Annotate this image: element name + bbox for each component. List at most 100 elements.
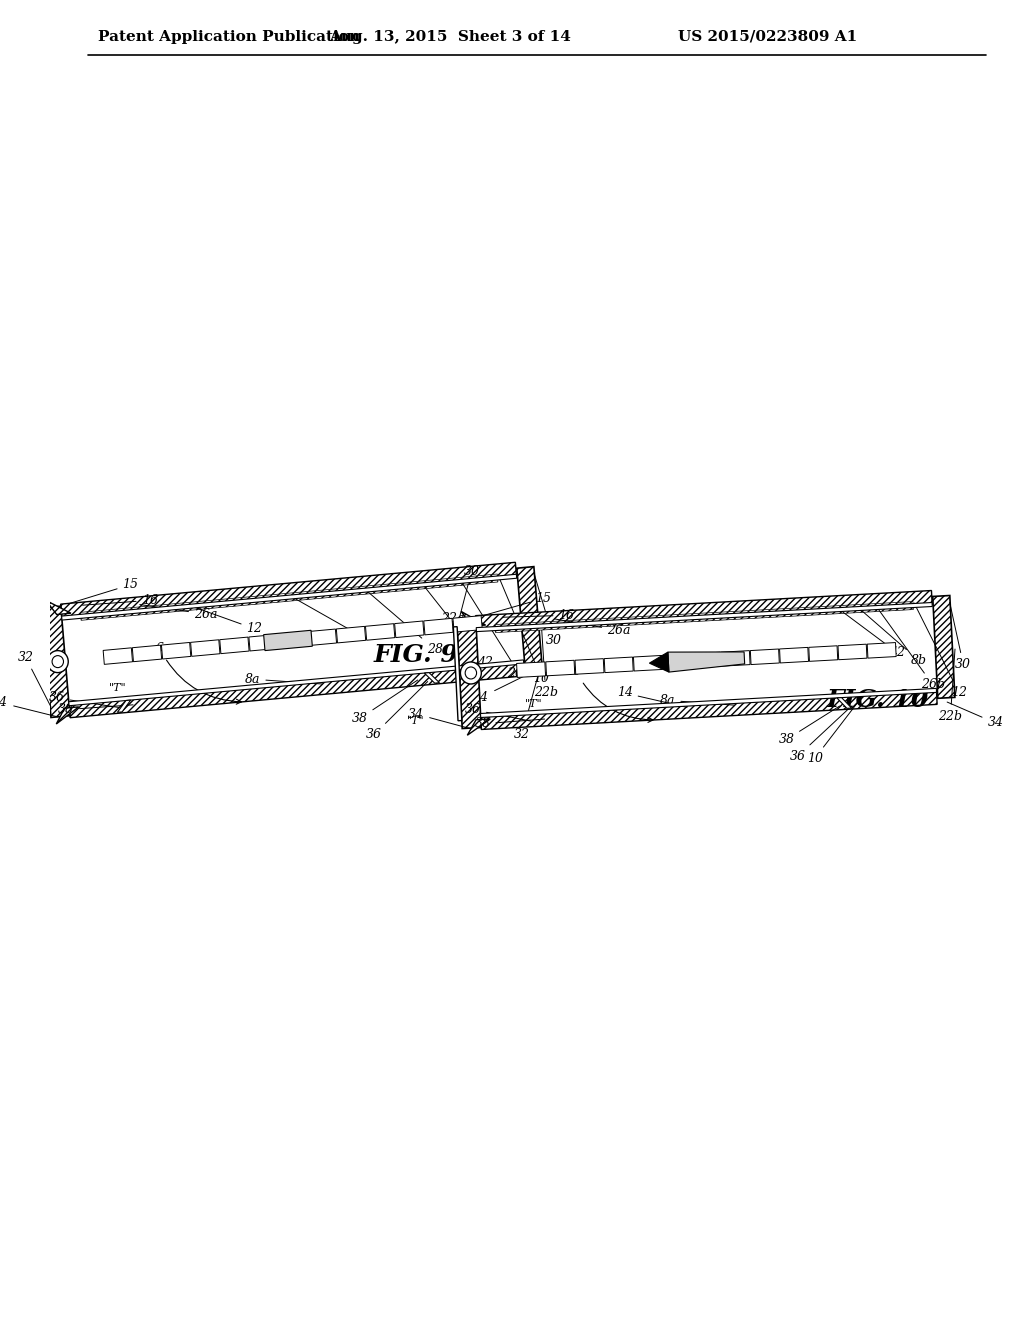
Text: 32: 32 xyxy=(17,651,51,706)
Text: FIG. 9: FIG. 9 xyxy=(374,643,459,667)
Polygon shape xyxy=(220,638,249,653)
Polygon shape xyxy=(103,648,132,664)
Text: 22b: 22b xyxy=(938,649,963,723)
Text: "T": "T" xyxy=(408,715,425,726)
Text: 12: 12 xyxy=(914,603,967,700)
Circle shape xyxy=(52,656,63,668)
Polygon shape xyxy=(39,616,50,710)
Polygon shape xyxy=(249,635,279,651)
Polygon shape xyxy=(476,602,932,631)
Polygon shape xyxy=(454,627,462,721)
Polygon shape xyxy=(649,652,669,672)
Polygon shape xyxy=(634,656,663,671)
Polygon shape xyxy=(263,630,312,651)
Text: 32: 32 xyxy=(514,667,541,741)
Polygon shape xyxy=(46,601,71,615)
Polygon shape xyxy=(751,649,779,664)
Text: 30: 30 xyxy=(458,565,479,624)
Text: 8a: 8a xyxy=(245,673,323,685)
Polygon shape xyxy=(809,645,838,661)
Text: US 2015/0223809 A1: US 2015/0223809 A1 xyxy=(678,30,857,44)
Text: 22b: 22b xyxy=(534,620,558,698)
Text: 38: 38 xyxy=(58,704,133,717)
Text: 38: 38 xyxy=(474,717,545,730)
Polygon shape xyxy=(394,620,424,638)
Text: 34: 34 xyxy=(0,696,57,717)
Text: Patent Application Publication: Patent Application Publication xyxy=(97,30,359,44)
Text: 36: 36 xyxy=(790,708,850,763)
Text: 26b: 26b xyxy=(877,607,945,692)
Polygon shape xyxy=(480,689,937,718)
Polygon shape xyxy=(307,630,337,645)
Text: 30: 30 xyxy=(535,573,562,647)
Polygon shape xyxy=(190,640,220,656)
Polygon shape xyxy=(118,700,131,713)
Polygon shape xyxy=(480,690,937,730)
Polygon shape xyxy=(457,618,481,729)
Text: 10: 10 xyxy=(807,701,859,766)
Text: 6: 6 xyxy=(156,642,242,704)
Text: 16: 16 xyxy=(503,609,574,622)
Text: 10: 10 xyxy=(499,576,549,685)
Text: 36: 36 xyxy=(465,704,530,721)
Polygon shape xyxy=(475,590,932,630)
Polygon shape xyxy=(61,574,517,620)
Text: Aug. 13, 2015  Sheet 3 of 14: Aug. 13, 2015 Sheet 3 of 14 xyxy=(329,30,570,44)
Text: 30: 30 xyxy=(949,602,972,671)
Circle shape xyxy=(461,661,481,684)
Polygon shape xyxy=(604,657,633,673)
Polygon shape xyxy=(424,673,439,684)
Text: 6: 6 xyxy=(572,665,653,722)
Text: 12: 12 xyxy=(187,605,262,635)
Polygon shape xyxy=(453,615,482,632)
Text: 38: 38 xyxy=(351,680,418,725)
Polygon shape xyxy=(162,643,190,659)
Polygon shape xyxy=(424,618,454,635)
Text: 42: 42 xyxy=(423,585,493,669)
Text: 34: 34 xyxy=(473,673,529,704)
Polygon shape xyxy=(575,659,604,675)
Polygon shape xyxy=(336,627,366,643)
Polygon shape xyxy=(867,643,896,659)
Polygon shape xyxy=(69,661,525,718)
Polygon shape xyxy=(81,574,498,620)
Polygon shape xyxy=(837,697,852,709)
Polygon shape xyxy=(838,644,867,660)
Polygon shape xyxy=(42,606,70,718)
Text: "T": "T" xyxy=(109,682,127,693)
Text: 15: 15 xyxy=(483,591,552,615)
Text: 22a: 22a xyxy=(441,612,465,671)
Text: 8a: 8a xyxy=(659,694,734,708)
Polygon shape xyxy=(496,602,913,632)
Text: "T": "T" xyxy=(525,700,543,709)
Circle shape xyxy=(465,667,476,678)
Text: 26a: 26a xyxy=(139,605,217,620)
Polygon shape xyxy=(663,653,691,669)
Text: 28: 28 xyxy=(367,591,442,656)
Polygon shape xyxy=(933,595,954,698)
Polygon shape xyxy=(517,566,543,669)
Text: 8b: 8b xyxy=(858,607,927,667)
Polygon shape xyxy=(516,661,546,677)
Polygon shape xyxy=(56,708,79,723)
Text: 36: 36 xyxy=(367,681,428,741)
Polygon shape xyxy=(546,660,574,676)
Polygon shape xyxy=(721,651,751,667)
Text: 26b: 26b xyxy=(461,581,531,680)
Text: 2: 2 xyxy=(292,597,364,642)
Polygon shape xyxy=(279,632,307,648)
Text: 15: 15 xyxy=(69,578,138,603)
Polygon shape xyxy=(779,647,809,663)
Polygon shape xyxy=(467,719,490,735)
Text: 36: 36 xyxy=(49,692,119,708)
Text: 16: 16 xyxy=(83,594,158,607)
Circle shape xyxy=(47,651,69,673)
Polygon shape xyxy=(461,611,485,626)
Polygon shape xyxy=(692,652,721,668)
Text: 42: 42 xyxy=(840,610,905,659)
Text: 34: 34 xyxy=(409,708,469,729)
Text: 14: 14 xyxy=(616,686,687,708)
Text: 26a: 26a xyxy=(555,619,631,638)
Polygon shape xyxy=(366,623,395,640)
Text: FIG. 10: FIG. 10 xyxy=(826,688,929,711)
